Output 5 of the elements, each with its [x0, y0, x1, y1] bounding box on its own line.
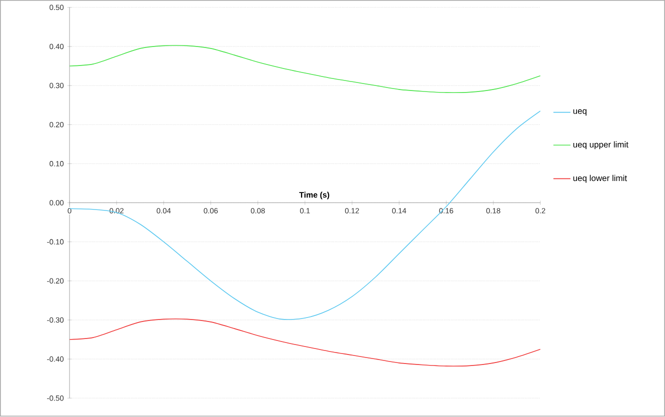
- line-series: [70, 318, 540, 367]
- legend-label: ueq lower limit: [573, 175, 627, 183]
- line-series: [70, 45, 540, 94]
- legend-label: ueq upper limit: [573, 141, 628, 150]
- legend-label: ueq: [573, 109, 586, 116]
